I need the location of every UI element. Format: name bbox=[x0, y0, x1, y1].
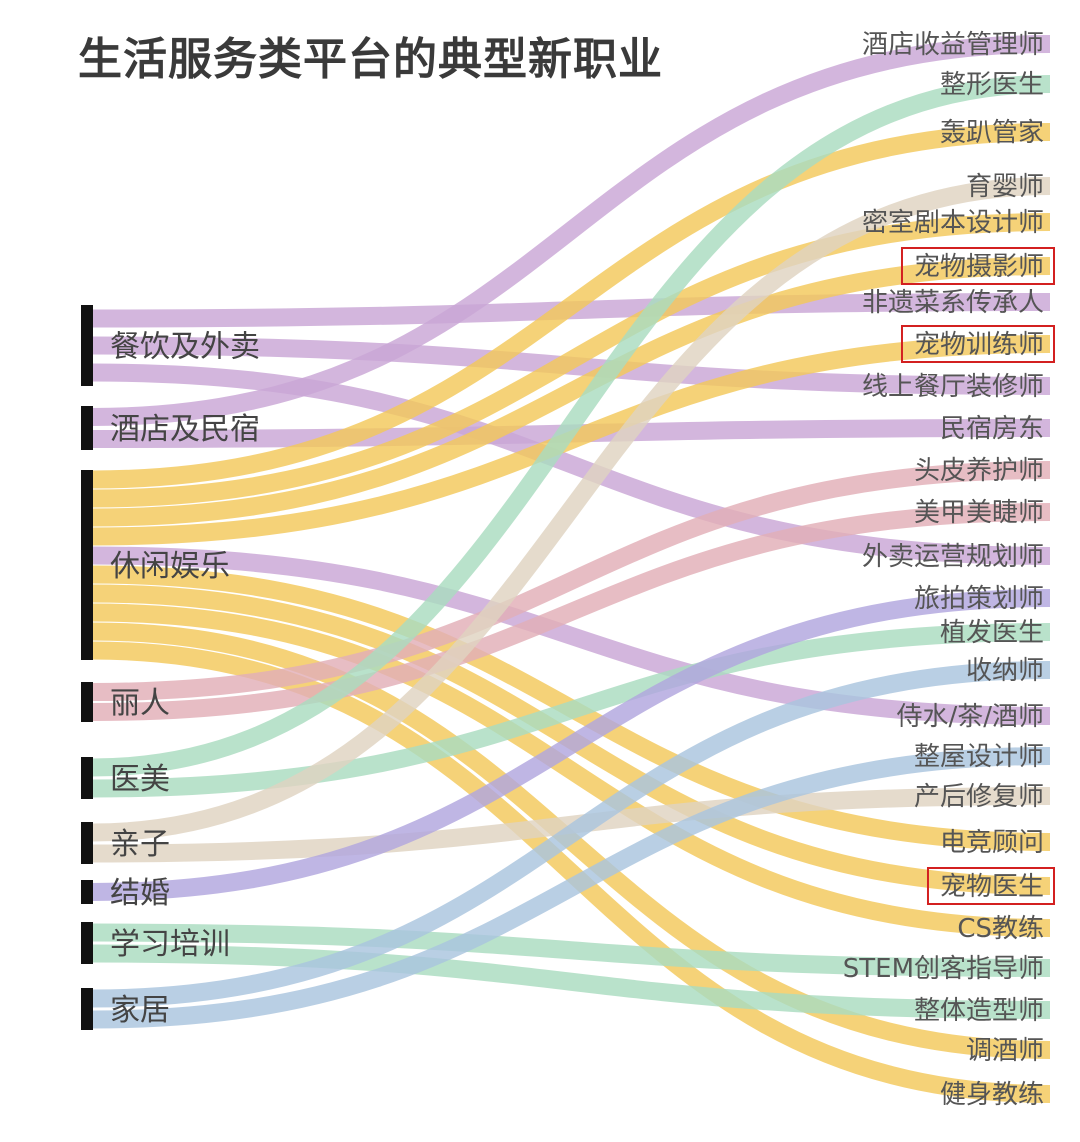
target-label: 酒店收益管理师 bbox=[862, 30, 1044, 60]
source-label: 学习培训 bbox=[110, 927, 230, 962]
source-label: 餐饮及外卖 bbox=[110, 330, 260, 365]
source-label: 结婚 bbox=[110, 876, 170, 911]
highlight-box bbox=[900, 325, 1055, 363]
source-label: 休闲娱乐 bbox=[110, 549, 230, 584]
target-label: 整形医生 bbox=[940, 70, 1044, 100]
target-label: 民宿房东 bbox=[940, 414, 1044, 444]
target-label: 整屋设计师 bbox=[914, 742, 1044, 772]
source-label: 亲子 bbox=[110, 827, 170, 862]
target-label: CS教练 bbox=[957, 914, 1044, 944]
target-label: 线上餐厅装修师 bbox=[862, 372, 1044, 402]
source-bar bbox=[81, 757, 93, 799]
flow-link bbox=[91, 589, 1051, 901]
source-bar bbox=[81, 406, 93, 450]
target-label: 整体造型师 bbox=[914, 996, 1044, 1026]
target-label: 调酒师 bbox=[966, 1036, 1044, 1066]
flow-link bbox=[91, 623, 1051, 798]
target-label: 植发医生 bbox=[940, 618, 1044, 648]
flow-link bbox=[91, 257, 1051, 527]
target-label: 旅拍策划师 bbox=[914, 584, 1044, 614]
flow-link bbox=[91, 944, 1051, 1019]
source-bar bbox=[81, 682, 93, 722]
source-bar bbox=[81, 880, 93, 904]
flow-link bbox=[91, 461, 1051, 701]
target-label: STEM创客指导师 bbox=[843, 954, 1044, 984]
target-label: 侍水/茶/酒师 bbox=[896, 702, 1044, 732]
target-label: 健身教练 bbox=[940, 1080, 1044, 1110]
diagram-title: 生活服务类平台的典型新职业 bbox=[78, 34, 663, 85]
flow-link bbox=[91, 503, 1051, 721]
highlight-box bbox=[900, 247, 1055, 285]
target-label: 美甲美睫师 bbox=[914, 498, 1044, 528]
target-label: 宠物训练师 bbox=[914, 330, 1044, 360]
source-label: 酒店及民宿 bbox=[110, 412, 260, 447]
target-label: 宠物摄影师 bbox=[914, 252, 1044, 282]
source-label: 医美 bbox=[110, 762, 170, 797]
source-bar bbox=[81, 305, 93, 386]
target-label: 头皮养护师 bbox=[914, 456, 1044, 486]
flow-link bbox=[91, 363, 1051, 565]
target-label: 非遗菜系传承人 bbox=[862, 288, 1044, 318]
target-labels: 酒店收益管理师整形医生轰趴管家育婴师密室剧本设计师宠物摄影师非遗菜系传承人宠物训… bbox=[843, 30, 1055, 1110]
flow-link bbox=[91, 923, 1051, 977]
flow-link bbox=[91, 546, 1051, 725]
flow-link bbox=[91, 75, 1051, 777]
flow-link bbox=[91, 213, 1051, 508]
target-label: 产后修复师 bbox=[914, 782, 1044, 812]
source-bars bbox=[81, 305, 93, 1030]
target-label: 电竞顾问 bbox=[940, 828, 1044, 858]
target-label: 收纳师 bbox=[966, 656, 1044, 686]
source-bar bbox=[81, 470, 93, 660]
flow-link bbox=[91, 35, 1051, 426]
flow-link bbox=[91, 747, 1051, 1029]
flow-links bbox=[91, 35, 1051, 1103]
source-bar bbox=[81, 922, 93, 964]
source-label: 家居 bbox=[110, 993, 170, 1028]
target-label: 外卖运营规划师 bbox=[862, 542, 1044, 572]
flow-link bbox=[91, 603, 1051, 937]
target-label: 育婴师 bbox=[966, 172, 1044, 202]
flow-link bbox=[91, 177, 1051, 842]
source-bar bbox=[81, 822, 93, 864]
flow-link bbox=[91, 661, 1051, 1008]
target-label: 宠物医生 bbox=[940, 872, 1044, 902]
target-label: 密室剧本设计师 bbox=[862, 208, 1044, 238]
source-label: 丽人 bbox=[110, 686, 170, 721]
target-label: 轰趴管家 bbox=[940, 118, 1044, 148]
source-bar bbox=[81, 988, 93, 1030]
highlight-box bbox=[926, 867, 1055, 905]
flow-link bbox=[91, 123, 1051, 489]
